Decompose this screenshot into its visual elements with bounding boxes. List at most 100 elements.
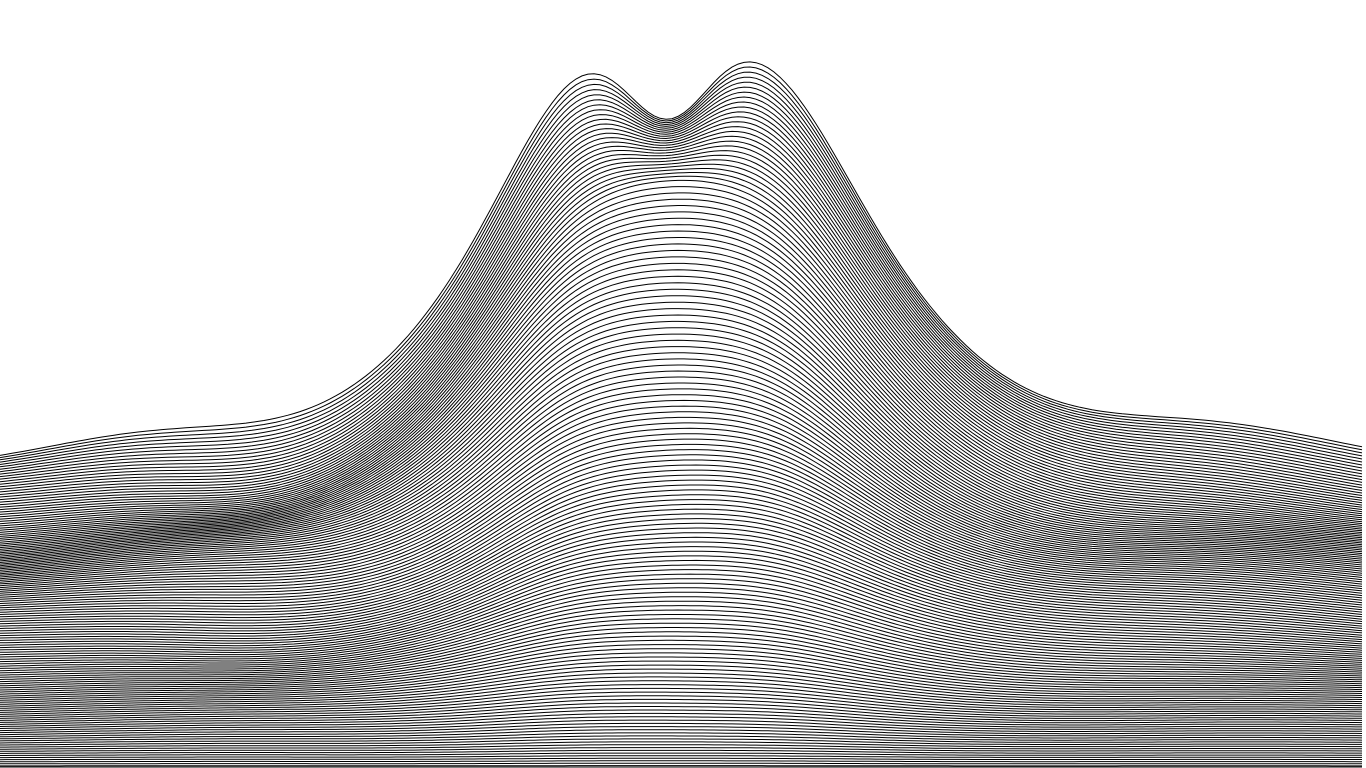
contour-line bbox=[0, 527, 1363, 638]
contour-line bbox=[0, 121, 1363, 485]
contour-line bbox=[0, 600, 1363, 672]
contour-line bbox=[0, 71, 1363, 461]
contour-line bbox=[0, 66, 1363, 459]
contour-line bbox=[0, 564, 1363, 655]
contour-line bbox=[0, 352, 1363, 568]
contour-line bbox=[0, 243, 1363, 539]
contour-line bbox=[0, 192, 1363, 522]
contour-line bbox=[0, 755, 1362, 759]
contour-line bbox=[0, 627, 1363, 685]
contour-line bbox=[0, 438, 1363, 597]
contour-line bbox=[0, 622, 1363, 683]
contour-line bbox=[0, 762, 1362, 765]
contour-line bbox=[0, 698, 1363, 721]
contour-line bbox=[0, 443, 1363, 599]
contour-line bbox=[0, 333, 1363, 563]
contour-line bbox=[0, 370, 1363, 573]
contour-line bbox=[0, 150, 1363, 501]
contour-line bbox=[0, 320, 1363, 560]
contour-line bbox=[0, 198, 1363, 525]
contour-line bbox=[0, 712, 1362, 729]
contour-line bbox=[0, 464, 1363, 608]
contour-line bbox=[0, 609, 1363, 676]
contour-lines bbox=[0, 61, 1363, 768]
contour-line bbox=[0, 541, 1363, 645]
contour-line bbox=[0, 536, 1363, 643]
contour-line bbox=[0, 484, 1363, 618]
contour-line bbox=[0, 314, 1363, 559]
contour-line bbox=[0, 459, 1363, 606]
contour-line bbox=[0, 135, 1363, 493]
contour-line bbox=[0, 168, 1363, 511]
contour-line bbox=[0, 91, 1363, 470]
contour-line bbox=[0, 614, 1363, 678]
contour-line bbox=[0, 591, 1363, 667]
contour-line bbox=[0, 752, 1362, 756]
contour-line bbox=[0, 76, 1363, 463]
contour-line bbox=[0, 760, 1362, 763]
contour-line bbox=[0, 757, 1362, 761]
contour-line bbox=[0, 256, 1363, 543]
contour-line bbox=[0, 211, 1363, 529]
contour-line bbox=[0, 672, 1363, 707]
contour-line bbox=[0, 605, 1363, 674]
contour-line bbox=[0, 179, 1363, 518]
contour-line bbox=[0, 308, 1363, 557]
contour-line bbox=[0, 130, 1363, 490]
contour-line bbox=[0, 618, 1363, 680]
contour-line bbox=[0, 288, 1363, 552]
contour-line bbox=[0, 237, 1363, 537]
contour-line bbox=[0, 691, 1362, 717]
contour-line bbox=[0, 172, 1363, 513]
contour-line bbox=[0, 652, 1363, 697]
contour-line bbox=[0, 269, 1363, 547]
contour-line bbox=[0, 116, 1363, 483]
contour-line bbox=[0, 559, 1363, 653]
contour-line bbox=[0, 499, 1363, 625]
contour-line bbox=[0, 513, 1363, 632]
contour-line bbox=[0, 388, 1363, 578]
contour-line bbox=[0, 702, 1362, 723]
contour-line bbox=[0, 573, 1363, 659]
contour-line bbox=[0, 106, 1363, 478]
contour-line bbox=[0, 494, 1363, 622]
contour-line bbox=[0, 217, 1363, 531]
contour-line bbox=[0, 295, 1363, 554]
contour-line bbox=[0, 719, 1363, 734]
contour-line bbox=[0, 656, 1363, 699]
contour-line bbox=[0, 101, 1363, 475]
contour-line bbox=[0, 635, 1363, 689]
contour-line bbox=[0, 695, 1362, 719]
contour-line bbox=[0, 546, 1363, 647]
contour-line bbox=[0, 346, 1363, 567]
contour-line bbox=[0, 550, 1363, 649]
contour-line bbox=[0, 327, 1363, 562]
contour-line bbox=[0, 644, 1363, 693]
contour-line bbox=[0, 522, 1363, 636]
contour-line bbox=[0, 275, 1363, 549]
contour-line bbox=[0, 405, 1363, 583]
contour-line bbox=[0, 582, 1363, 663]
contour-line bbox=[0, 175, 1363, 515]
contour-line bbox=[0, 126, 1363, 488]
contour-line bbox=[0, 687, 1363, 715]
contour-line bbox=[0, 747, 1363, 752]
contour-line bbox=[0, 382, 1363, 576]
contour-line bbox=[0, 660, 1363, 701]
contour-line bbox=[0, 364, 1363, 571]
contour-line bbox=[0, 489, 1363, 620]
contour-line bbox=[0, 282, 1363, 550]
contour-line bbox=[0, 532, 1363, 641]
contour-line bbox=[0, 729, 1363, 740]
contour-line bbox=[0, 569, 1363, 657]
contour-line bbox=[0, 508, 1363, 629]
contour-line bbox=[0, 454, 1363, 604]
contour-line bbox=[0, 422, 1363, 590]
contour-line bbox=[0, 111, 1363, 480]
contour-line bbox=[0, 427, 1363, 592]
contour-line bbox=[0, 159, 1363, 506]
contour-line bbox=[0, 631, 1363, 687]
contour-line bbox=[0, 503, 1363, 627]
contour-line bbox=[0, 680, 1362, 711]
